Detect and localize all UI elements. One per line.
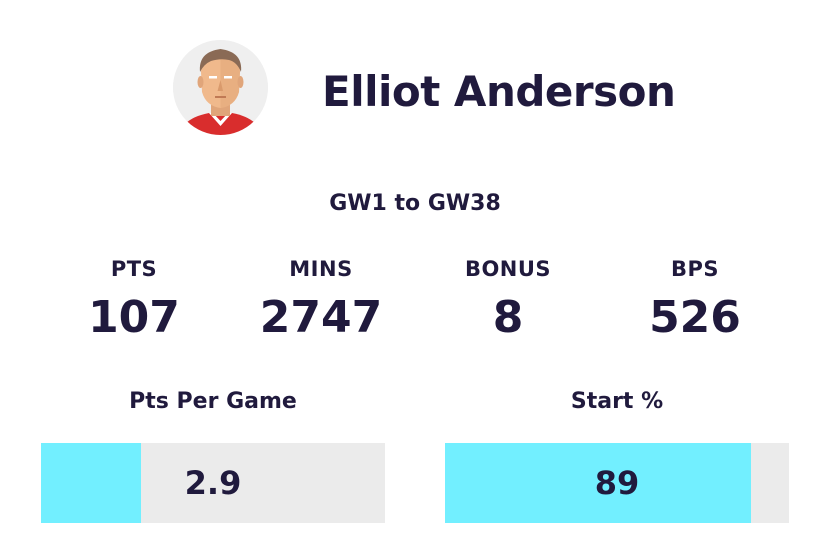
start-percent-bar-fill: [445, 443, 752, 523]
pts-per-game-bar-fill: [41, 443, 141, 523]
start-percent-title: Start %: [570, 389, 664, 414]
stat-value: 526: [649, 292, 741, 343]
player-name: Elliot Anderson: [322, 67, 676, 116]
stat-bonus: BONUS 8: [418, 252, 598, 348]
stat-label: MINS: [289, 257, 353, 281]
stat-label: BPS: [670, 257, 720, 281]
stat-bps: BPS 526: [605, 252, 785, 348]
pts-per-game-bar: 2.9: [41, 443, 385, 523]
player-avatar-icon: [173, 40, 268, 135]
stat-value: 2747: [259, 292, 383, 343]
start-percent-bar: 89: [445, 443, 789, 523]
player-header: Elliot Anderson: [0, 0, 830, 170]
pts-per-game-value: 2.9: [184, 464, 242, 502]
stat-value: 8: [492, 292, 524, 343]
stat-value: 107: [88, 292, 180, 343]
stat-label: PTS: [110, 257, 158, 281]
gameweek-range: GW1 to GW38: [329, 191, 501, 216]
stat-pts: PTS 107: [44, 252, 224, 348]
pts-per-game-title: Pts Per Game: [129, 389, 297, 414]
start-percent-value: 89: [594, 464, 640, 502]
stat-mins: MINS 2747: [231, 252, 411, 348]
stat-label: BONUS: [464, 257, 552, 281]
